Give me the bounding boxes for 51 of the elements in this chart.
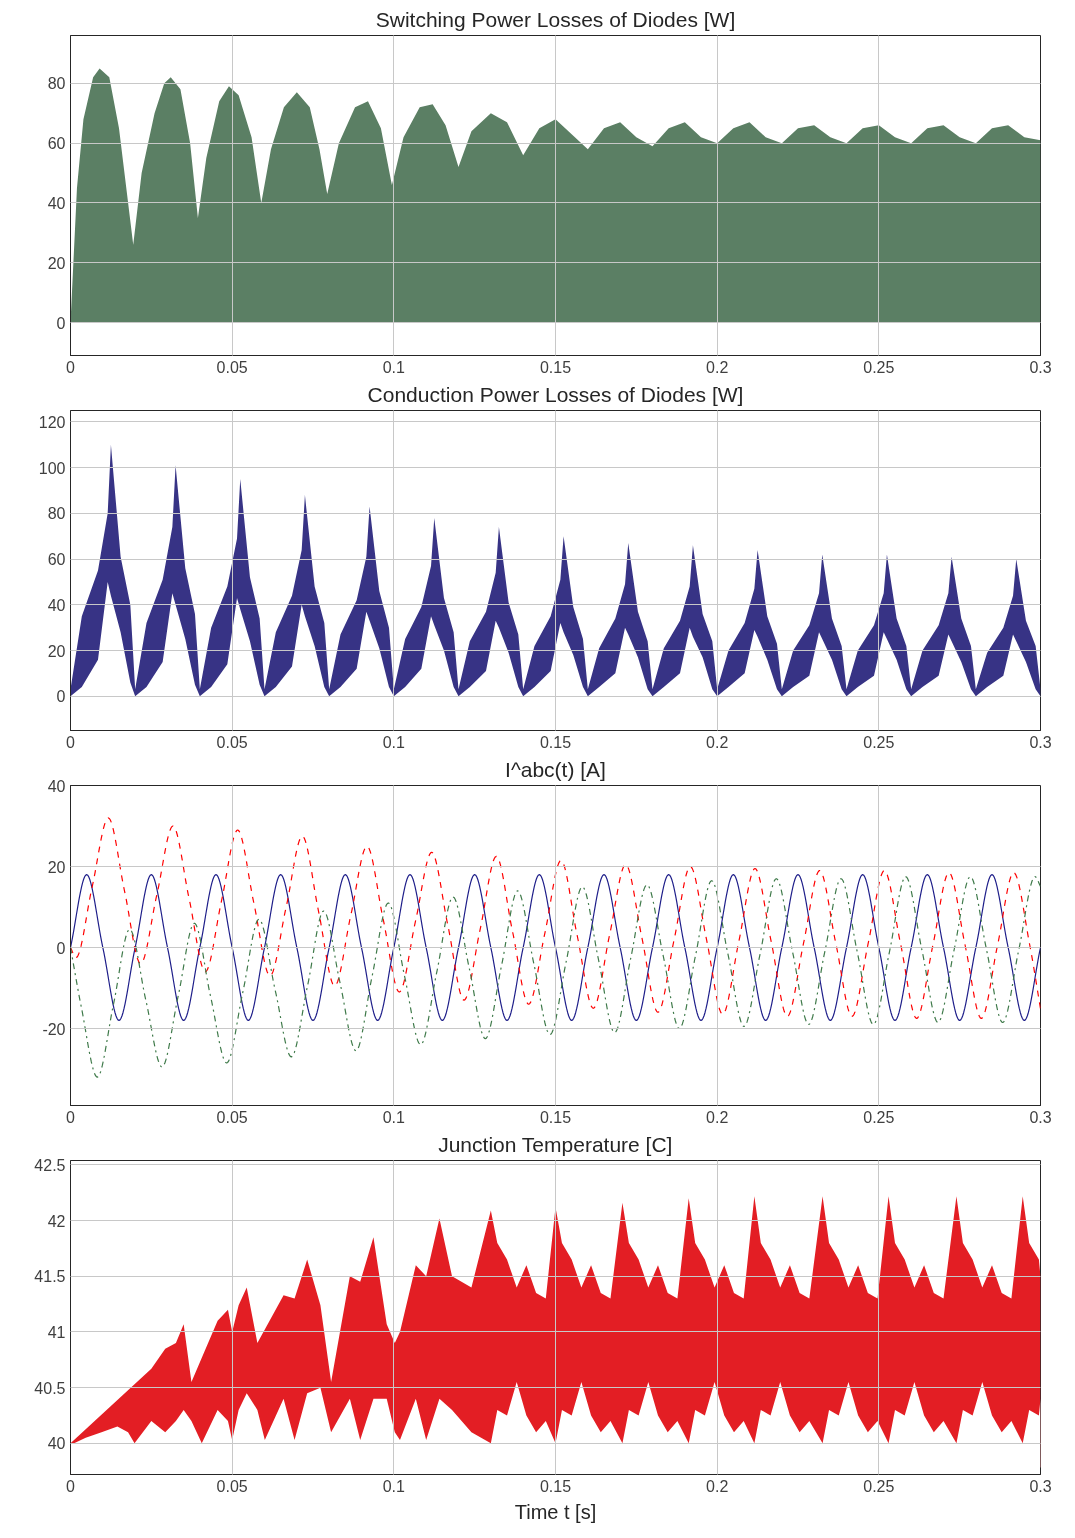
y-tick-label: 40 — [47, 194, 66, 212]
x-tick-label: 0.05 — [216, 733, 248, 751]
x-tick-label: 0.3 — [1029, 733, 1052, 751]
x-tick-label: 0.05 — [216, 1477, 248, 1495]
x-tick-label: 0.15 — [539, 1108, 572, 1126]
x-tick-label: 0.2 — [706, 1477, 729, 1495]
x-axis-title: Time t [s] — [514, 1500, 597, 1523]
x-tick-label: 0.25 — [863, 358, 895, 376]
y-tick-label: -20 — [42, 1020, 66, 1038]
y-tick-label: 42.5 — [34, 1156, 66, 1174]
y-tick-label: 40 — [47, 596, 66, 614]
y-tick-label: 0 — [56, 314, 66, 332]
x-tick-label: 0.15 — [539, 1477, 572, 1495]
y-tick-label: 80 — [47, 505, 66, 523]
y-tick-label: 20 — [47, 254, 66, 272]
y-tick-label: 40 — [47, 1435, 66, 1453]
y-tick-label: 100 — [38, 459, 66, 477]
x-tick-label: 0.25 — [863, 733, 895, 751]
x-tick-label: 0.05 — [216, 1108, 248, 1126]
y-tick-label: 42 — [47, 1212, 66, 1230]
y-tick-label: 0 — [56, 939, 66, 957]
x-tick-label: 0.05 — [216, 358, 248, 376]
y-tick-label: 40.5 — [34, 1379, 66, 1397]
y-tick-label: 40 — [47, 777, 66, 795]
chart-title: I^abc(t) [A] — [505, 757, 606, 781]
chart-title: Switching Power Losses of Diodes [W] — [375, 7, 736, 31]
x-tick-label: 0.1 — [382, 358, 406, 376]
y-tick-label: 41 — [47, 1323, 66, 1341]
x-tick-label: 0.1 — [382, 1108, 406, 1126]
y-tick-label: 41.5 — [34, 1268, 66, 1286]
y-tick-label: 80 — [47, 75, 66, 93]
x-tick-label: 0.3 — [1029, 358, 1052, 376]
x-tick-label: 0.2 — [706, 358, 729, 376]
x-tick-label: 0.1 — [382, 733, 406, 751]
y-tick-label: 20 — [47, 642, 66, 660]
x-tick-label: 0.15 — [539, 733, 572, 751]
y-tick-label: 60 — [47, 551, 66, 569]
x-tick-label: 0.25 — [863, 1108, 895, 1126]
y-tick-label: 60 — [47, 135, 66, 153]
y-tick-label: 120 — [38, 413, 66, 431]
x-tick-label: 0.3 — [1029, 1108, 1052, 1126]
y-tick-label: 0 — [56, 688, 66, 706]
x-tick-label: 0.25 — [863, 1477, 895, 1495]
x-tick-label: 0.15 — [539, 358, 572, 376]
chart-title: Junction Temperature [C] — [438, 1132, 673, 1156]
chart-title: Conduction Power Losses of Diodes [W] — [367, 382, 744, 406]
x-tick-label: 0.1 — [382, 1477, 406, 1495]
x-tick-label: 0.2 — [706, 733, 729, 751]
y-tick-label: 20 — [47, 858, 66, 876]
x-tick-label: 0.3 — [1029, 1477, 1052, 1495]
x-tick-label: 0.2 — [706, 1108, 729, 1126]
